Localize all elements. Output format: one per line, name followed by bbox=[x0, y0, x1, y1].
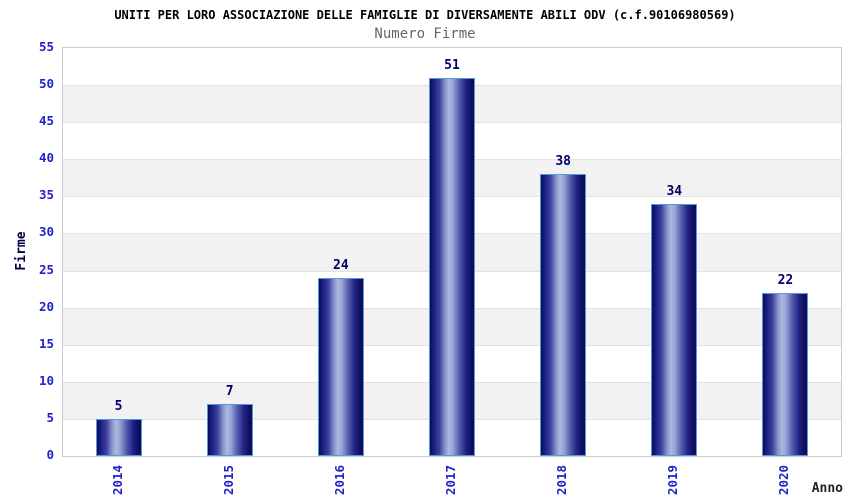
x-tick-label: 2014 bbox=[109, 464, 125, 496]
x-tick-label: 2016 bbox=[331, 464, 347, 496]
y-tick-label: 40 bbox=[38, 150, 54, 166]
x-tick-label: 2015 bbox=[220, 464, 236, 496]
x-tick-label: 2018 bbox=[554, 464, 570, 496]
y-tick-label: 45 bbox=[38, 113, 54, 129]
y-tick-label: 50 bbox=[38, 76, 54, 92]
bar-2016 bbox=[317, 277, 364, 456]
y-tick-label: 15 bbox=[38, 335, 54, 351]
y-tick-label: 35 bbox=[38, 187, 54, 203]
x-tick-label: 2019 bbox=[665, 464, 681, 496]
y-tick-label: 5 bbox=[46, 409, 54, 425]
bar-value-label: 38 bbox=[555, 154, 571, 170]
x-tick-label: 2017 bbox=[443, 464, 458, 496]
y-tick-label: 55 bbox=[38, 39, 54, 54]
chart-subtitle: Numero Firme bbox=[374, 26, 476, 42]
bar-value-label: 24 bbox=[333, 257, 349, 273]
bar-2018 bbox=[540, 174, 587, 456]
x-axis-label: Anno bbox=[811, 481, 843, 496]
plot-area: 5 7 24 51 38 34 22 bbox=[62, 47, 842, 457]
bar-value-label: 51 bbox=[444, 57, 460, 73]
bar-2019 bbox=[651, 203, 698, 456]
bar-2014 bbox=[95, 418, 142, 456]
y-tick-label: 10 bbox=[38, 372, 54, 388]
chart-title: UNITI PER LORO ASSOCIAZIONE DELLE FAMIGL… bbox=[114, 8, 736, 22]
bar-value-label: 5 bbox=[114, 398, 123, 414]
bar-value-label: 22 bbox=[777, 272, 794, 288]
x-tick-label: 2020 bbox=[776, 464, 792, 496]
bar-2015 bbox=[206, 404, 253, 456]
bar-value-label: 34 bbox=[666, 183, 683, 199]
y-tick-label: 0 bbox=[46, 447, 54, 462]
y-tick-label: 25 bbox=[38, 261, 54, 277]
y-tick-label: 30 bbox=[38, 224, 54, 240]
bar-value-label: 7 bbox=[225, 384, 234, 400]
bar-2020 bbox=[762, 292, 809, 456]
y-tick-label: 20 bbox=[38, 298, 54, 314]
bar-2017 bbox=[429, 77, 475, 456]
